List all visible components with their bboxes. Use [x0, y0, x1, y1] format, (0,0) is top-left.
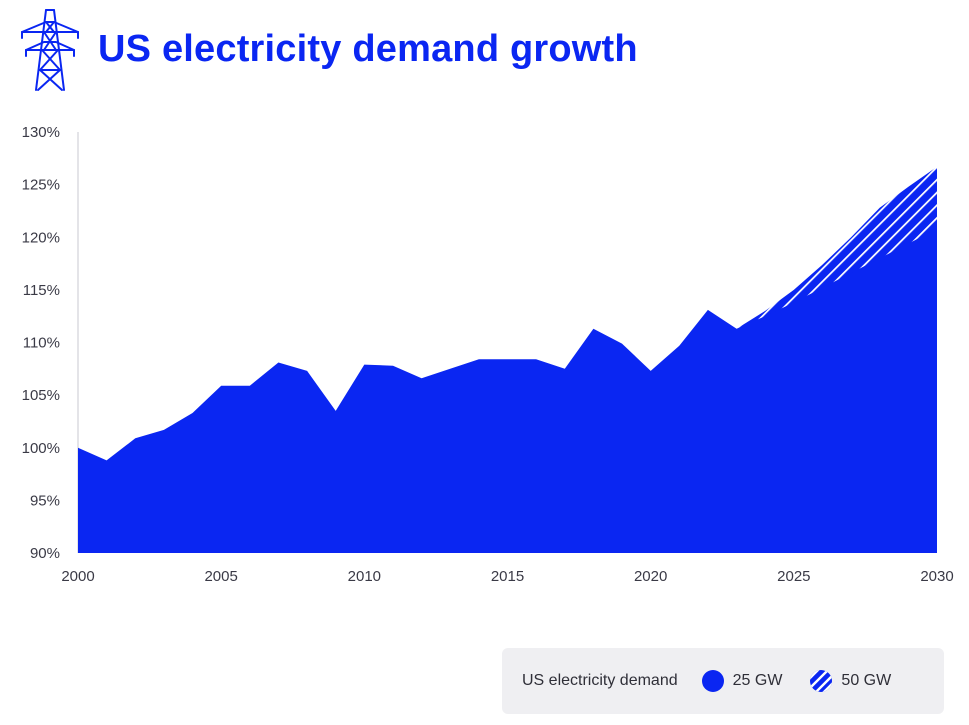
y-tick-label: 105%: [22, 387, 60, 404]
solid-circle-icon: [701, 670, 724, 692]
x-tick-label: 2010: [348, 568, 381, 585]
x-tick-label: 2030: [920, 568, 953, 585]
series-25gw-area: [78, 228, 937, 554]
y-tick-label: 90%: [30, 545, 60, 562]
chart-title: US electricity demand growth: [98, 28, 638, 70]
legend: US electricity demand 25 GW 50 GW: [502, 648, 944, 714]
legend-item-label: 50 GW: [841, 672, 892, 689]
x-tick-label: 2020: [634, 568, 667, 585]
chart-header: US electricity demand growth: [18, 8, 718, 92]
x-tick-label: 2025: [777, 568, 810, 585]
y-tick-label: 130%: [22, 124, 60, 141]
y-tick-label: 125%: [22, 177, 60, 194]
legend-item-25gw: 25 GW: [701, 670, 783, 692]
legend-item-50gw: 50 GW: [810, 670, 891, 692]
y-tick-label: 100%: [22, 440, 60, 457]
y-tick-label: 120%: [22, 229, 60, 246]
y-tick-label: 95%: [30, 492, 60, 509]
y-axis-ticks: 90% 95% 100% 105% 110% 115% 120% 125% 130%: [22, 124, 60, 562]
x-axis-ticks: 2000 2005 2010 2015 2020 2025 2030: [61, 568, 953, 585]
y-tick-label: 115%: [23, 282, 60, 299]
hatched-circle-icon: [810, 670, 833, 692]
power-pylon-icon: [21, 9, 79, 91]
x-tick-label: 2000: [61, 568, 94, 585]
x-tick-label: 2005: [204, 568, 237, 585]
area-chart: 90%95%100%105%110%115%120%125%130% 2000 2…: [22, 124, 954, 585]
y-tick-label: 110%: [23, 335, 60, 352]
legend-label: US electricity demand: [522, 672, 678, 689]
x-tick-label: 2015: [491, 568, 524, 585]
legend-item-label: 25 GW: [732, 672, 783, 689]
